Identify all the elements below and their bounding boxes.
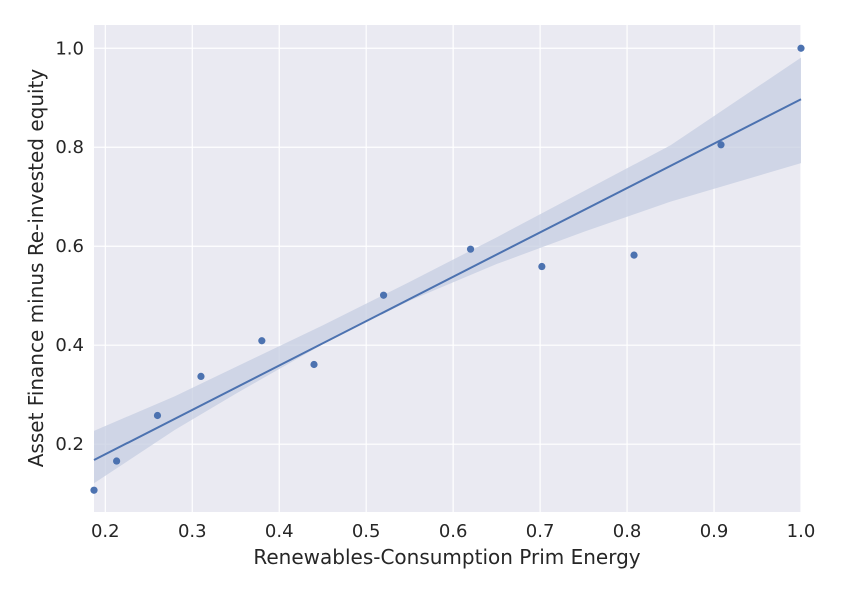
data-point xyxy=(90,486,98,494)
x-tick-labels: 0.2 0.3 0.4 0.5 0.6 0.7 0.8 0.9 1.0 xyxy=(91,521,815,542)
y-tick-label: 0.8 xyxy=(55,137,84,158)
y-tick-label: 0.6 xyxy=(55,236,84,257)
data-point xyxy=(113,457,121,465)
data-point xyxy=(258,337,266,345)
x-tick-label: 0.8 xyxy=(613,521,642,542)
x-tick-label: 1.0 xyxy=(787,521,816,542)
confidence-band xyxy=(94,57,801,484)
data-point xyxy=(466,245,475,253)
y-tick-label: 0.2 xyxy=(55,434,84,455)
data-point xyxy=(379,291,388,299)
x-tick-label: 0.4 xyxy=(265,521,294,542)
y-tick-label: 1.0 xyxy=(55,38,84,59)
y-axis-label: Asset Finance minus Re-invested equity xyxy=(24,69,48,468)
regression-line xyxy=(93,98,802,461)
data-point xyxy=(310,360,318,369)
x-tick-label: 0.5 xyxy=(352,521,381,542)
y-tick-label: 0.4 xyxy=(55,335,84,356)
y-tick-labels: 0.2 0.4 0.6 0.8 1.0 xyxy=(55,38,84,455)
data-point xyxy=(797,44,805,52)
data-point xyxy=(153,411,162,420)
x-axis-label: Renewables-Consumption Prim Energy xyxy=(253,545,640,569)
data-point xyxy=(197,372,205,380)
data-points xyxy=(90,44,805,494)
data-point xyxy=(538,262,546,271)
x-tick-label: 0.6 xyxy=(439,521,468,542)
data-point xyxy=(717,141,725,149)
x-tick-label: 0.3 xyxy=(178,521,207,542)
x-tick-label: 0.2 xyxy=(91,521,120,542)
x-tick-label: 0.9 xyxy=(700,521,729,542)
x-tick-label: 0.7 xyxy=(526,521,555,542)
data-point xyxy=(630,251,638,259)
